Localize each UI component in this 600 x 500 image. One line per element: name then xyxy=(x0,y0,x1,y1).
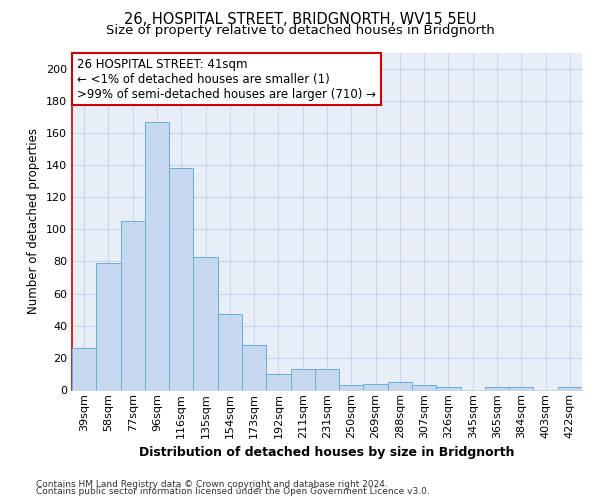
Text: 26 HOSPITAL STREET: 41sqm
← <1% of detached houses are smaller (1)
>99% of semi-: 26 HOSPITAL STREET: 41sqm ← <1% of detac… xyxy=(77,58,376,100)
Bar xyxy=(218,314,242,390)
Text: Contains public sector information licensed under the Open Government Licence v3: Contains public sector information licen… xyxy=(36,487,430,496)
Text: Contains HM Land Registry data © Crown copyright and database right 2024.: Contains HM Land Registry data © Crown c… xyxy=(36,480,388,489)
Text: Size of property relative to detached houses in Bridgnorth: Size of property relative to detached ho… xyxy=(106,24,494,37)
Bar xyxy=(315,369,339,390)
Bar xyxy=(121,221,145,390)
Bar xyxy=(96,263,121,390)
Bar xyxy=(290,369,315,390)
Bar xyxy=(509,387,533,390)
Bar xyxy=(145,122,169,390)
Y-axis label: Number of detached properties: Number of detached properties xyxy=(28,128,40,314)
Bar xyxy=(169,168,193,390)
Bar xyxy=(266,374,290,390)
Bar xyxy=(388,382,412,390)
Bar xyxy=(339,385,364,390)
Bar xyxy=(412,385,436,390)
Bar xyxy=(193,256,218,390)
X-axis label: Distribution of detached houses by size in Bridgnorth: Distribution of detached houses by size … xyxy=(139,446,515,459)
Bar xyxy=(72,348,96,390)
Bar xyxy=(364,384,388,390)
Text: 26, HOSPITAL STREET, BRIDGNORTH, WV15 5EU: 26, HOSPITAL STREET, BRIDGNORTH, WV15 5E… xyxy=(124,12,476,28)
Bar xyxy=(558,387,582,390)
Bar xyxy=(436,387,461,390)
Bar xyxy=(485,387,509,390)
Bar xyxy=(242,345,266,390)
